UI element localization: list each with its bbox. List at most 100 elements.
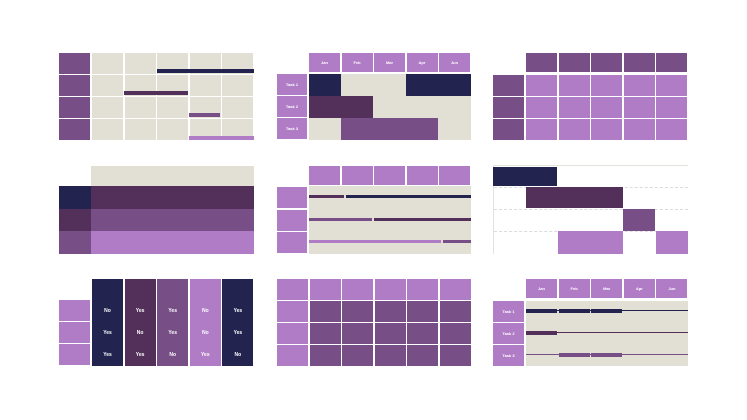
row-band: [91, 231, 254, 255]
header-cell: [407, 279, 438, 300]
row-header-cell: [59, 97, 90, 118]
table-cell: [222, 75, 254, 96]
month-header: Feb: [558, 279, 590, 298]
yes-no-value: Yes: [103, 351, 112, 358]
table-cell: [342, 345, 373, 366]
table-cell: [157, 75, 189, 96]
yes-no-value: Yes: [168, 307, 177, 314]
table-cell: [92, 75, 123, 96]
dashed-gridline: [494, 209, 688, 210]
table-cell: [189, 97, 221, 118]
row-header-cell: [493, 75, 524, 96]
progress-bar: [309, 240, 441, 243]
gantt-bar: [623, 209, 655, 231]
row-header-cell: [59, 300, 90, 321]
table-cell: [439, 323, 471, 344]
month-header: Apr: [406, 53, 438, 72]
table-cell: [407, 345, 438, 366]
row-header-cell: [59, 322, 90, 343]
table-cell: [591, 119, 623, 140]
gantt-bar: [558, 231, 623, 254]
gantt-bar: [493, 167, 557, 186]
table-cell: [222, 119, 254, 140]
table-cell: [124, 97, 156, 118]
table-cell: [189, 75, 221, 96]
column-header: [623, 53, 655, 72]
month-header: Jan: [309, 53, 340, 72]
column-header: [526, 53, 557, 72]
month-header: Jan: [526, 279, 557, 298]
table-cell: [157, 119, 189, 140]
left-axis-line: [493, 165, 494, 254]
header-cell: [439, 279, 471, 300]
column-header: [439, 166, 470, 185]
task-bar: [309, 74, 341, 96]
table-cell: [656, 97, 688, 118]
progress-bar: [374, 218, 471, 221]
table-cell: [526, 97, 557, 118]
bar: [157, 69, 254, 73]
table-cell: [439, 301, 471, 322]
row-band: [91, 186, 254, 209]
bar: [124, 91, 188, 95]
table-cell: [92, 97, 123, 118]
header-cell: [342, 279, 373, 300]
row-label-cell: [59, 208, 91, 232]
gantt-bar: [526, 187, 623, 208]
table-cell: [407, 301, 438, 322]
table-cell: [157, 53, 189, 74]
table-cell: [623, 119, 655, 140]
table-cell: [222, 53, 254, 74]
header-cell: [374, 279, 406, 300]
month-header: Jun: [439, 53, 470, 72]
header-cell: [277, 345, 308, 366]
table-cell: [656, 119, 688, 140]
table-column: [92, 279, 123, 366]
task-label: Task 3: [277, 118, 307, 139]
task-segment: [591, 308, 623, 313]
yes-no-value: No: [201, 307, 209, 314]
yes-no-value: Yes: [233, 307, 243, 314]
table-cell: [439, 345, 471, 366]
row-header-cell: [493, 119, 524, 140]
column-header: [558, 53, 590, 72]
row-header-cell: [59, 119, 90, 140]
table-cell: [374, 301, 406, 322]
table-cell: [124, 53, 156, 74]
table-cell: [526, 75, 557, 96]
yes-no-value: Yes: [135, 351, 145, 358]
table-cell: [374, 323, 406, 344]
table-column: [222, 279, 254, 366]
header-cell: [277, 301, 308, 322]
table-cell: [189, 119, 221, 140]
row-header-cell: [59, 75, 90, 96]
task-segment: [526, 308, 557, 313]
column-header: [374, 166, 405, 185]
table-cell: [558, 119, 590, 140]
table-cell: [656, 75, 688, 96]
row-label-cell: [59, 186, 91, 209]
month-header: Apr: [623, 279, 655, 298]
task-bar: [341, 118, 438, 140]
row-header-cell: [277, 232, 307, 253]
yes-no-value: Yes: [233, 329, 243, 336]
table-cell: [92, 53, 123, 74]
column-header: [309, 166, 340, 185]
row-header-cell: [277, 209, 307, 231]
month-header: Feb: [341, 53, 373, 72]
column-header: [341, 166, 373, 185]
table-cell: [157, 97, 189, 118]
row-label-cell: [59, 231, 91, 255]
yes-no-value: Yes: [200, 351, 210, 358]
table-column: [124, 279, 156, 366]
header-band: [91, 166, 254, 186]
column-header: [591, 53, 623, 72]
bar: [189, 136, 254, 140]
header-cell: [277, 279, 308, 300]
table-cell: [407, 323, 438, 344]
row-header-cell: [493, 97, 524, 118]
table-column: [157, 279, 189, 366]
yes-no-value: No: [136, 329, 144, 336]
table-cell: [558, 75, 590, 96]
task-segment: [591, 352, 623, 357]
